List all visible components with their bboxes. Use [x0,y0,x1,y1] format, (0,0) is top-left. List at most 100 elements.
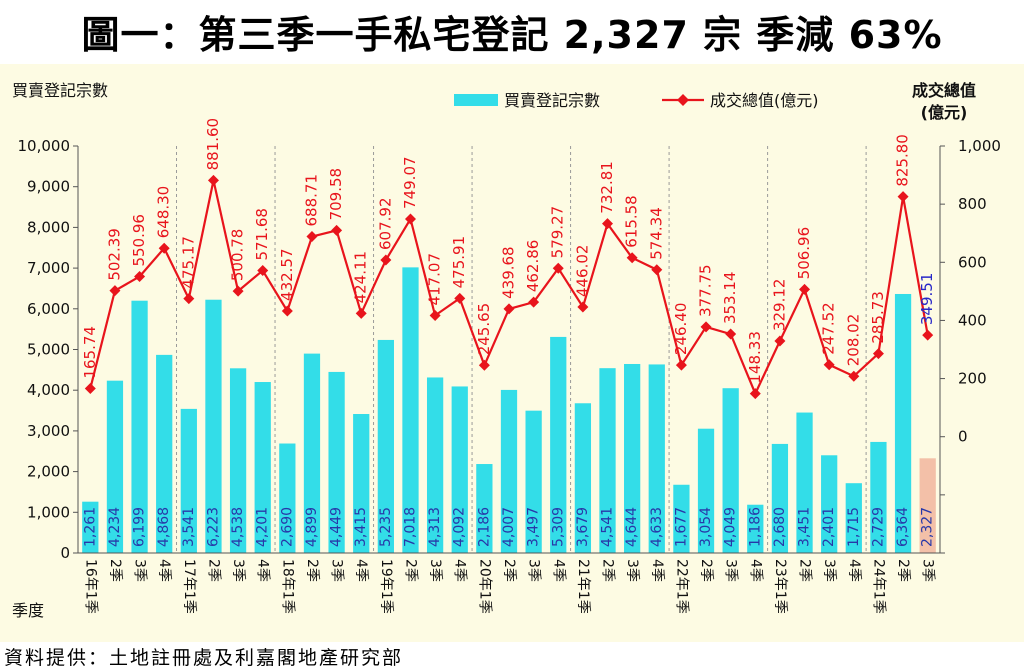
x-tick-label: 18年1季 [279,559,295,614]
bar-value-label: 1,186 [747,507,763,547]
bar-value-label: 6,199 [132,507,148,547]
bar-value-label: 5,235 [378,507,394,547]
x-tick-label: 4季 [353,559,369,582]
line-value-label: 247.52 [820,302,838,355]
line-value-label: 648.30 [155,186,173,239]
bar-value-label: 6,223 [205,507,221,547]
bar-value-label: 2,327 [920,507,936,547]
line-point [749,388,761,400]
left-tick-label: 7,000 [27,259,70,277]
x-tick-label: 19年1季 [378,559,394,614]
x-tick-label: 4季 [747,559,763,582]
x-tick-label: 3季 [723,559,739,582]
x-tick-label: 17年1季 [181,559,197,614]
line-point [207,174,219,186]
x-tick-label: 21年1季 [575,559,591,614]
bar-value-label: 3,679 [575,507,591,547]
line-value-label: 246.40 [672,303,690,356]
bar-value-label: 4,868 [156,507,172,547]
bar-value-label: 6,364 [895,507,911,547]
bar-value-label: 4,633 [649,507,665,547]
bar [550,336,567,553]
bar [377,339,394,553]
x-tick-label: 2季 [205,559,221,582]
line-value-label: 424.11 [352,251,370,303]
bar [870,441,887,553]
x-tick-label: 2季 [501,559,517,582]
bar-value-label: 4,538 [230,507,246,547]
bar-value-label: 4,201 [255,507,271,547]
right-tick-label: 400 [958,311,987,329]
legend: 買賣登記宗數 成交總值(億元) [454,91,819,110]
x-tick-label: 3季 [920,559,936,582]
right-tick-label: 200 [958,370,987,388]
line-value-label: 709.58 [327,168,345,221]
line-point [183,293,195,305]
x-tick-label: 4季 [452,559,468,582]
left-tick-label: 1,000 [27,503,70,521]
bar [426,377,444,553]
right-tick-label: 800 [958,195,987,213]
x-tick-label: 3季 [329,559,345,582]
line-point [109,285,121,297]
x-tick-label: 2季 [895,559,911,582]
line-point [478,359,490,371]
bar [722,388,739,553]
x-tick-label: 2季 [797,559,813,582]
line-point [872,348,884,360]
line-value-label: 446.02 [573,245,591,298]
line-point [528,296,540,308]
line-value-label: 732.81 [598,161,616,214]
line-value-label: 615.58 [623,195,641,248]
line-value-label: 245.65 [475,303,493,356]
x-tick-label: 4季 [846,559,862,582]
line-layer [84,174,934,400]
line-value-label: 749.07 [401,156,419,209]
bar [82,501,99,553]
bar [353,414,370,553]
x-tick-label: 2季 [107,559,123,582]
line-value-label: 825.80 [894,134,912,187]
left-tick-label: 0 [60,544,70,562]
right-tick-label: 1,000 [958,137,1001,155]
bar-value-label: 2,729 [870,507,886,547]
x-tick-label: 4季 [156,559,172,582]
bar-value-label: 7,018 [402,507,418,547]
legend-bar-label: 買賣登記宗數 [504,91,600,110]
x-tick-label: 3季 [624,559,640,582]
bar [919,458,936,553]
bars-layer [82,267,936,553]
bar [894,293,912,553]
bar [599,368,616,553]
bar [500,389,518,553]
bar-value-label: 3,541 [181,507,197,547]
x-tick-label: 23年1季 [772,559,788,614]
bar [673,484,690,553]
labels-layer: 1,261 4,234 6,199 4,868 3,541 6,223 4,538 4,201… [81,118,936,547]
line-value-label: 353.14 [721,272,739,325]
bar [747,504,764,553]
x-tick-label: 3季 [230,559,246,582]
grid-layer [176,146,867,553]
right-axis-title: 成交總值 [912,81,976,100]
bar-value-label: 1,677 [673,507,689,547]
left-tick-label: 9,000 [27,178,70,196]
left-tick-label: 5,000 [27,341,70,359]
bar [648,364,665,553]
line-value-label: 439.68 [500,246,518,299]
chart: 0 1,000 2,000 3,000 4,000 5,000 6,000 7,000 8,00… [12,81,1001,620]
line-point [922,329,934,341]
bar [229,368,247,553]
line-point [675,359,687,371]
line-point [380,254,392,266]
line-point [404,213,416,225]
bar-value-label: 3,497 [526,507,542,547]
bar-value-label: 4,007 [501,507,517,547]
x-tick-label: 3季 [526,559,542,582]
line-value-label: 500.78 [229,229,247,281]
line-point [158,242,170,254]
bar [254,382,271,553]
line-value-label: 462.86 [524,240,542,293]
x-tick-label: 20年1季 [476,559,492,614]
bar-value-label: 4,644 [624,507,640,547]
